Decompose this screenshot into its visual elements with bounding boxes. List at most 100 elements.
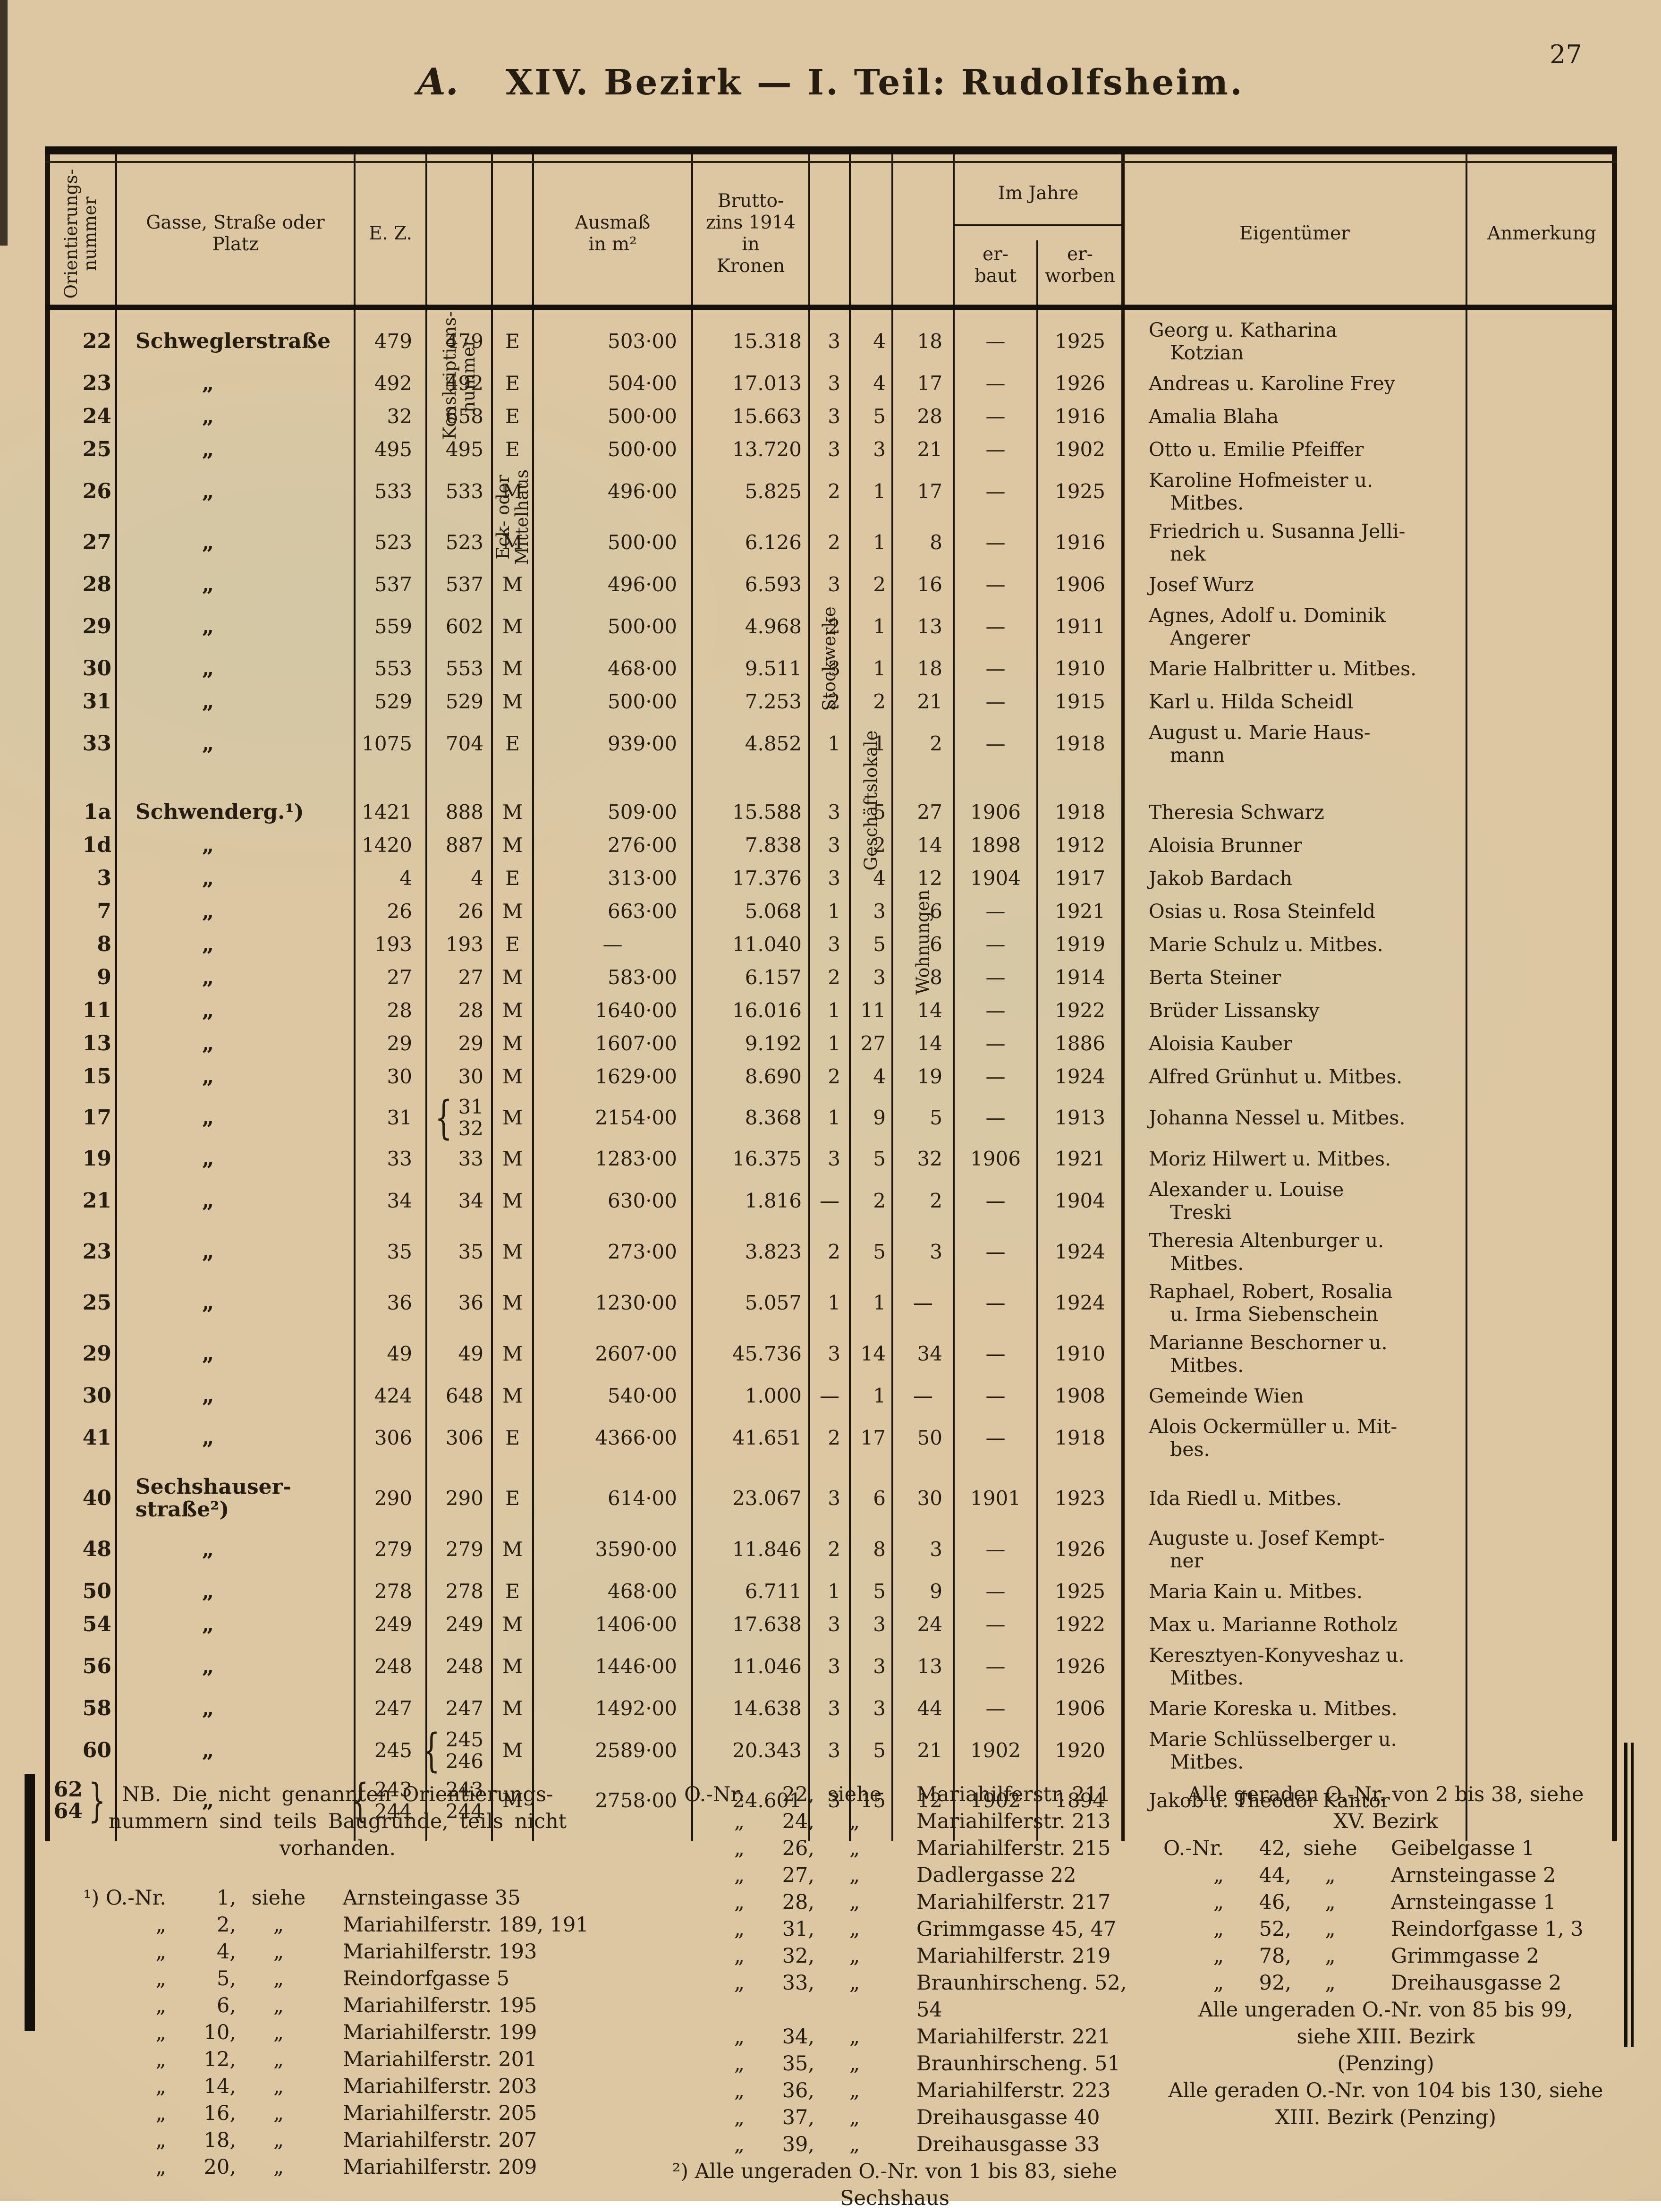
cell-own: Alexander u. Louise Treski (1149, 1178, 1344, 1224)
cell-b: 6.593 (745, 573, 802, 596)
footnote-number: 42, (1259, 1837, 1291, 1860)
cell-ez: 193 (374, 933, 412, 956)
cell-st: 3 (828, 657, 840, 680)
cell-w: 21 (917, 438, 942, 461)
cell-g: 1 (873, 1384, 886, 1407)
cell-ez: 495 (374, 438, 412, 461)
table-row: 24 „ 32 658 E 500·00 15.663 3 5 28 — 1916 Amalia Bla… (45, 400, 1617, 433)
footnote-marker: „ (155, 2128, 166, 2152)
cell-st: 2 (828, 1426, 840, 1449)
cell-b: 15.663 (732, 405, 802, 428)
cell-k: 306 (445, 1426, 483, 1449)
footnote-marker: „ (1213, 1917, 1224, 1941)
table-top-rule-thick (45, 146, 1617, 154)
footnote-target: Grimmgasse 45, 47 (916, 1917, 1117, 1941)
cell-em: M (502, 1291, 523, 1314)
cell-g: 4 (873, 867, 886, 890)
cell-o: 17 (82, 1106, 111, 1130)
cell-em: M (502, 999, 523, 1022)
footnote-siehe: siehe (1303, 1837, 1357, 1860)
cell-g: 2 (873, 573, 886, 596)
cell-em: M (502, 480, 523, 503)
cell-own: Aloisia Brunner (1149, 834, 1302, 857)
cell-g: 2 (873, 834, 886, 857)
footnote-number: 28, (782, 1890, 814, 1914)
cell-eb: — (985, 372, 1006, 395)
cell-em: M (502, 1147, 523, 1170)
cell-ew: 1926 (1055, 372, 1105, 395)
cell-s: „ (202, 899, 214, 923)
footnote-target: Braunhirscheng. 51 (916, 2052, 1120, 2076)
cell-eb: — (985, 480, 1006, 503)
cell-s: „ (202, 404, 214, 428)
header-im-jahre: Im Jahre (998, 182, 1079, 204)
cell-b: 41.651 (732, 1426, 802, 1449)
cell-k: 28 (458, 999, 483, 1022)
cell-g: 3 (873, 1697, 886, 1720)
cell-w: 14 (917, 834, 942, 857)
cell-s: „ (202, 1579, 214, 1603)
cell-s: „ (202, 1031, 214, 1055)
cell-g: 14 (860, 1342, 886, 1365)
cell-eb: 1902 (970, 1739, 1021, 1762)
cell-ez: 249 (374, 1613, 412, 1636)
table-row: 8 „ 193 193 E — 11.040 3 5 6 — 1919 Marie Schulz u. … (45, 928, 1617, 961)
cell-o: 33 (82, 732, 111, 756)
cell-w: — (913, 1291, 933, 1314)
footnote-number: 2, (216, 1913, 236, 1937)
footnote-marker: „ (155, 2021, 166, 2044)
table-rule-vertical (1466, 146, 1467, 1841)
footnote-marker: „ (155, 1940, 166, 1964)
footnote-target: Mariahilferstr. 207 (343, 2128, 537, 2152)
cell-ez: 533 (374, 480, 412, 503)
cell-b: 17.376 (732, 867, 802, 890)
header-bruttozins: Brutto- zins 1914 in Kronen (706, 190, 796, 277)
footnote-marker: „ (155, 2048, 166, 2071)
cell-st: 1 (828, 999, 840, 1022)
cell-own: Marie Schlüsselberger u. Mitbes. (1149, 1728, 1397, 1773)
cell-a: — (602, 933, 623, 956)
footnote-number: 92, (1259, 1971, 1291, 1995)
cell-g: 3 (873, 1655, 886, 1678)
cell-st: 2 (828, 966, 840, 989)
cell-ew: 1918 (1055, 800, 1105, 824)
cell-g: 5 (873, 405, 886, 428)
header-erworben: er- worben (1045, 244, 1115, 287)
cell-own: Marie Halbritter u. Mitbes. (1149, 657, 1417, 680)
footnote-number: 52, (1259, 1917, 1291, 1941)
cell-ew: 1921 (1055, 1147, 1105, 1170)
cell-st: 1 (828, 1106, 840, 1129)
cell-st: 2 (828, 531, 840, 554)
cell-ez: 30 (387, 1065, 412, 1088)
cell-own: Marie Koreska u. Mitbes. (1149, 1697, 1398, 1720)
footnote-siehe: „ (849, 1863, 860, 1887)
cell-o: 13 (82, 1031, 111, 1055)
cell-o: 50 (82, 1579, 111, 1603)
footnote-column-left: NB. Die nicht genannten Orientierungs- n… (38, 1781, 637, 2181)
footnote-siehe: „ (1325, 1890, 1336, 1914)
cell-ez: 245 (374, 1739, 412, 1762)
footnote-number: 5, (216, 1967, 236, 1991)
table-row: 3 „ 4 4 E 313·00 17.376 3 4 12 1904 1917 Jakob Barda… (45, 862, 1617, 895)
table-row: 60 „ 245 {245 246 M 2589·00 20.343 3 5 21 1902 1920… (45, 1725, 1617, 1776)
cell-o: 26 (82, 479, 111, 503)
cell-k: 49 (458, 1342, 483, 1365)
cell-s: „ (202, 1064, 214, 1089)
cell-k: 492 (445, 372, 483, 395)
cell-ez: 479 (374, 330, 412, 353)
table-row: 29 „ 49 49 M 2607·00 45.736 3 14 34 — 1910 Marianne … (45, 1328, 1617, 1379)
table-row: 58 „ 247 247 M 1492·00 14.638 3 3 44 — 1906 Marie Ko… (45, 1692, 1617, 1725)
cell-eb: — (985, 1655, 1006, 1678)
cell-a: 583·00 (608, 966, 677, 989)
cell-g: 4 (873, 330, 886, 353)
scan-edge-artifact (0, 0, 8, 246)
cell-em: E (505, 867, 520, 890)
cell-own: Gemeinde Wien (1149, 1385, 1304, 1407)
cell-ew: 1912 (1055, 834, 1105, 857)
cell-s: „ (202, 932, 214, 956)
footnote1-list: ¹) O.-Nr. 1, siehe Arnsteingasse 35 „ 2, „ Mari… (38, 1885, 637, 2181)
cell-a: 496·00 (608, 573, 677, 596)
table-rule-vertical (891, 146, 893, 1841)
footnote-siehe: „ (273, 2128, 284, 2152)
cell-ez: 35 (387, 1240, 412, 1263)
